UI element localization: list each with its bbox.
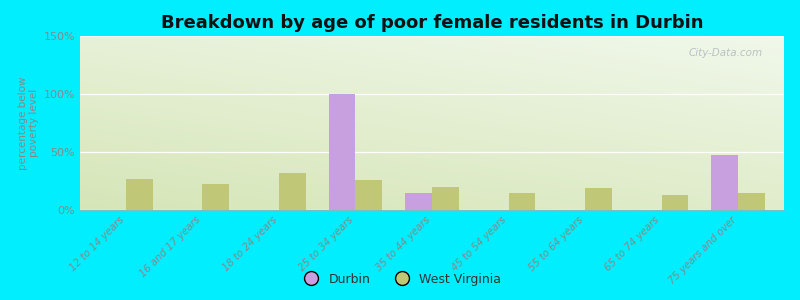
Bar (711, 155, 738, 210)
Bar (279, 173, 306, 210)
Text: City-Data.com: City-Data.com (689, 48, 763, 58)
Bar (509, 193, 535, 210)
Bar (355, 180, 382, 210)
Bar (662, 195, 688, 210)
Title: Breakdown by age of poor female residents in Durbin: Breakdown by age of poor female resident… (161, 14, 703, 32)
Bar (406, 193, 432, 210)
Bar (738, 193, 765, 210)
Bar (329, 94, 355, 210)
Y-axis label: percentage below
poverty level: percentage below poverty level (18, 76, 39, 170)
Legend: Durbin, West Virginia: Durbin, West Virginia (294, 268, 506, 291)
Bar (126, 179, 153, 210)
Bar (432, 187, 458, 210)
Bar (585, 188, 612, 210)
Bar (202, 184, 230, 210)
